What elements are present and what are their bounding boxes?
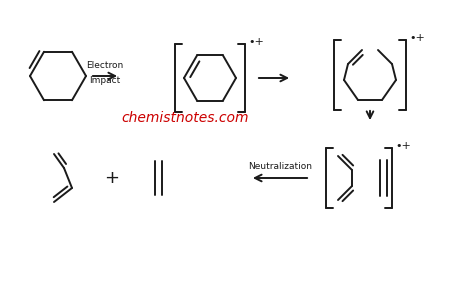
Text: chemistnotes.com: chemistnotes.com [121,111,249,125]
Text: Impact: Impact [90,76,120,85]
Text: •+: •+ [395,141,411,151]
Text: +: + [104,169,119,187]
Text: Electron: Electron [86,61,124,70]
Text: Neutralization: Neutralization [248,162,312,171]
Text: •+: •+ [409,33,425,43]
Text: •+: •+ [248,37,264,47]
